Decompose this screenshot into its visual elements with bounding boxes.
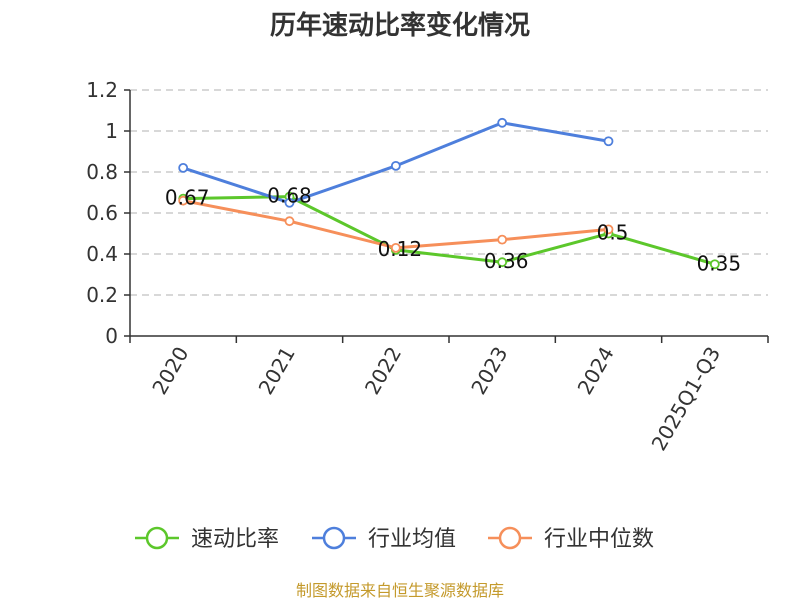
series-2-point-2: [390, 242, 401, 253]
legend-label-1: 行业均值: [368, 527, 456, 552]
grid: [130, 89, 768, 296]
y-tick-label-5: 1: [105, 119, 118, 143]
y-tick-label-3: 0.6: [86, 201, 118, 225]
data-label-1: 0.68: [267, 184, 312, 208]
legend-marker-1: [322, 526, 346, 550]
series-2-point-3: [497, 234, 508, 245]
y-tick-label-0: 0: [105, 324, 118, 348]
x-tick-label-3: 2023: [466, 342, 512, 398]
axes: 0 0.2 0.4 0.6 0.8 1 1.2 2020 2021 2022 2023 2024 202…: [86, 78, 769, 455]
chart-title: 历年速动比率变化情况: [270, 10, 530, 41]
series-2-point-0: [178, 195, 189, 206]
y-tick-label-6: 1.2: [86, 78, 118, 102]
data-label-0: 0.67: [165, 186, 210, 210]
series-1-point-0: [178, 162, 189, 173]
x-tick-label-4: 2024: [573, 343, 619, 399]
legend: 速动比率 行业均值 行业中位数: [135, 526, 654, 552]
series-layer: [178, 117, 720, 270]
series-1-point-1: [284, 197, 295, 208]
legend-label-2: 行业中位数: [544, 527, 654, 552]
series-0-point-3: [497, 257, 508, 268]
data-label-2: 0.12: [378, 237, 423, 261]
y-tick-label-4: 0.8: [86, 160, 118, 184]
x-tick-label-0: 2020: [147, 343, 193, 399]
data-label-5: 0.35: [697, 251, 742, 275]
series-2-point-1: [284, 216, 295, 227]
x-tick-label-2: 2022: [360, 343, 406, 399]
y-tick-label-2: 0.4: [86, 242, 118, 266]
data-labels: 0.67 0.68 0.12 0.36 0.5 0.35: [165, 184, 741, 276]
source-note: 制图数据来自恒生聚源数据库: [296, 581, 504, 600]
series-1-point-2: [390, 160, 401, 171]
legend-marker-0: [145, 526, 169, 550]
series-0-point-5: [709, 259, 720, 270]
series-1-point-4: [603, 136, 614, 147]
y-tick-label-1: 0.2: [86, 283, 118, 307]
series-1-point-3: [497, 117, 508, 128]
legend-marker-2: [498, 526, 522, 550]
legend-label-0: 速动比率: [191, 527, 279, 552]
series-2-point-4: [603, 224, 614, 235]
x-tick-label-5: 2025Q1-Q3: [646, 343, 725, 455]
data-label-3: 0.36: [484, 249, 529, 273]
data-label-4: 0.5: [597, 221, 629, 245]
x-tick-label-1: 2021: [254, 343, 300, 399]
